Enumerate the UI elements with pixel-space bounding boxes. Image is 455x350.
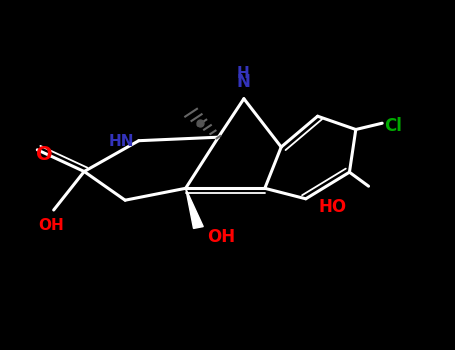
Text: O: O	[36, 145, 53, 164]
Text: OH: OH	[207, 228, 235, 246]
Text: HN: HN	[109, 134, 134, 149]
Text: H: H	[237, 66, 250, 81]
Text: Cl: Cl	[384, 117, 402, 135]
Text: N: N	[237, 73, 250, 91]
Text: OH: OH	[39, 218, 64, 233]
Polygon shape	[186, 188, 203, 229]
Text: HO: HO	[318, 198, 347, 216]
